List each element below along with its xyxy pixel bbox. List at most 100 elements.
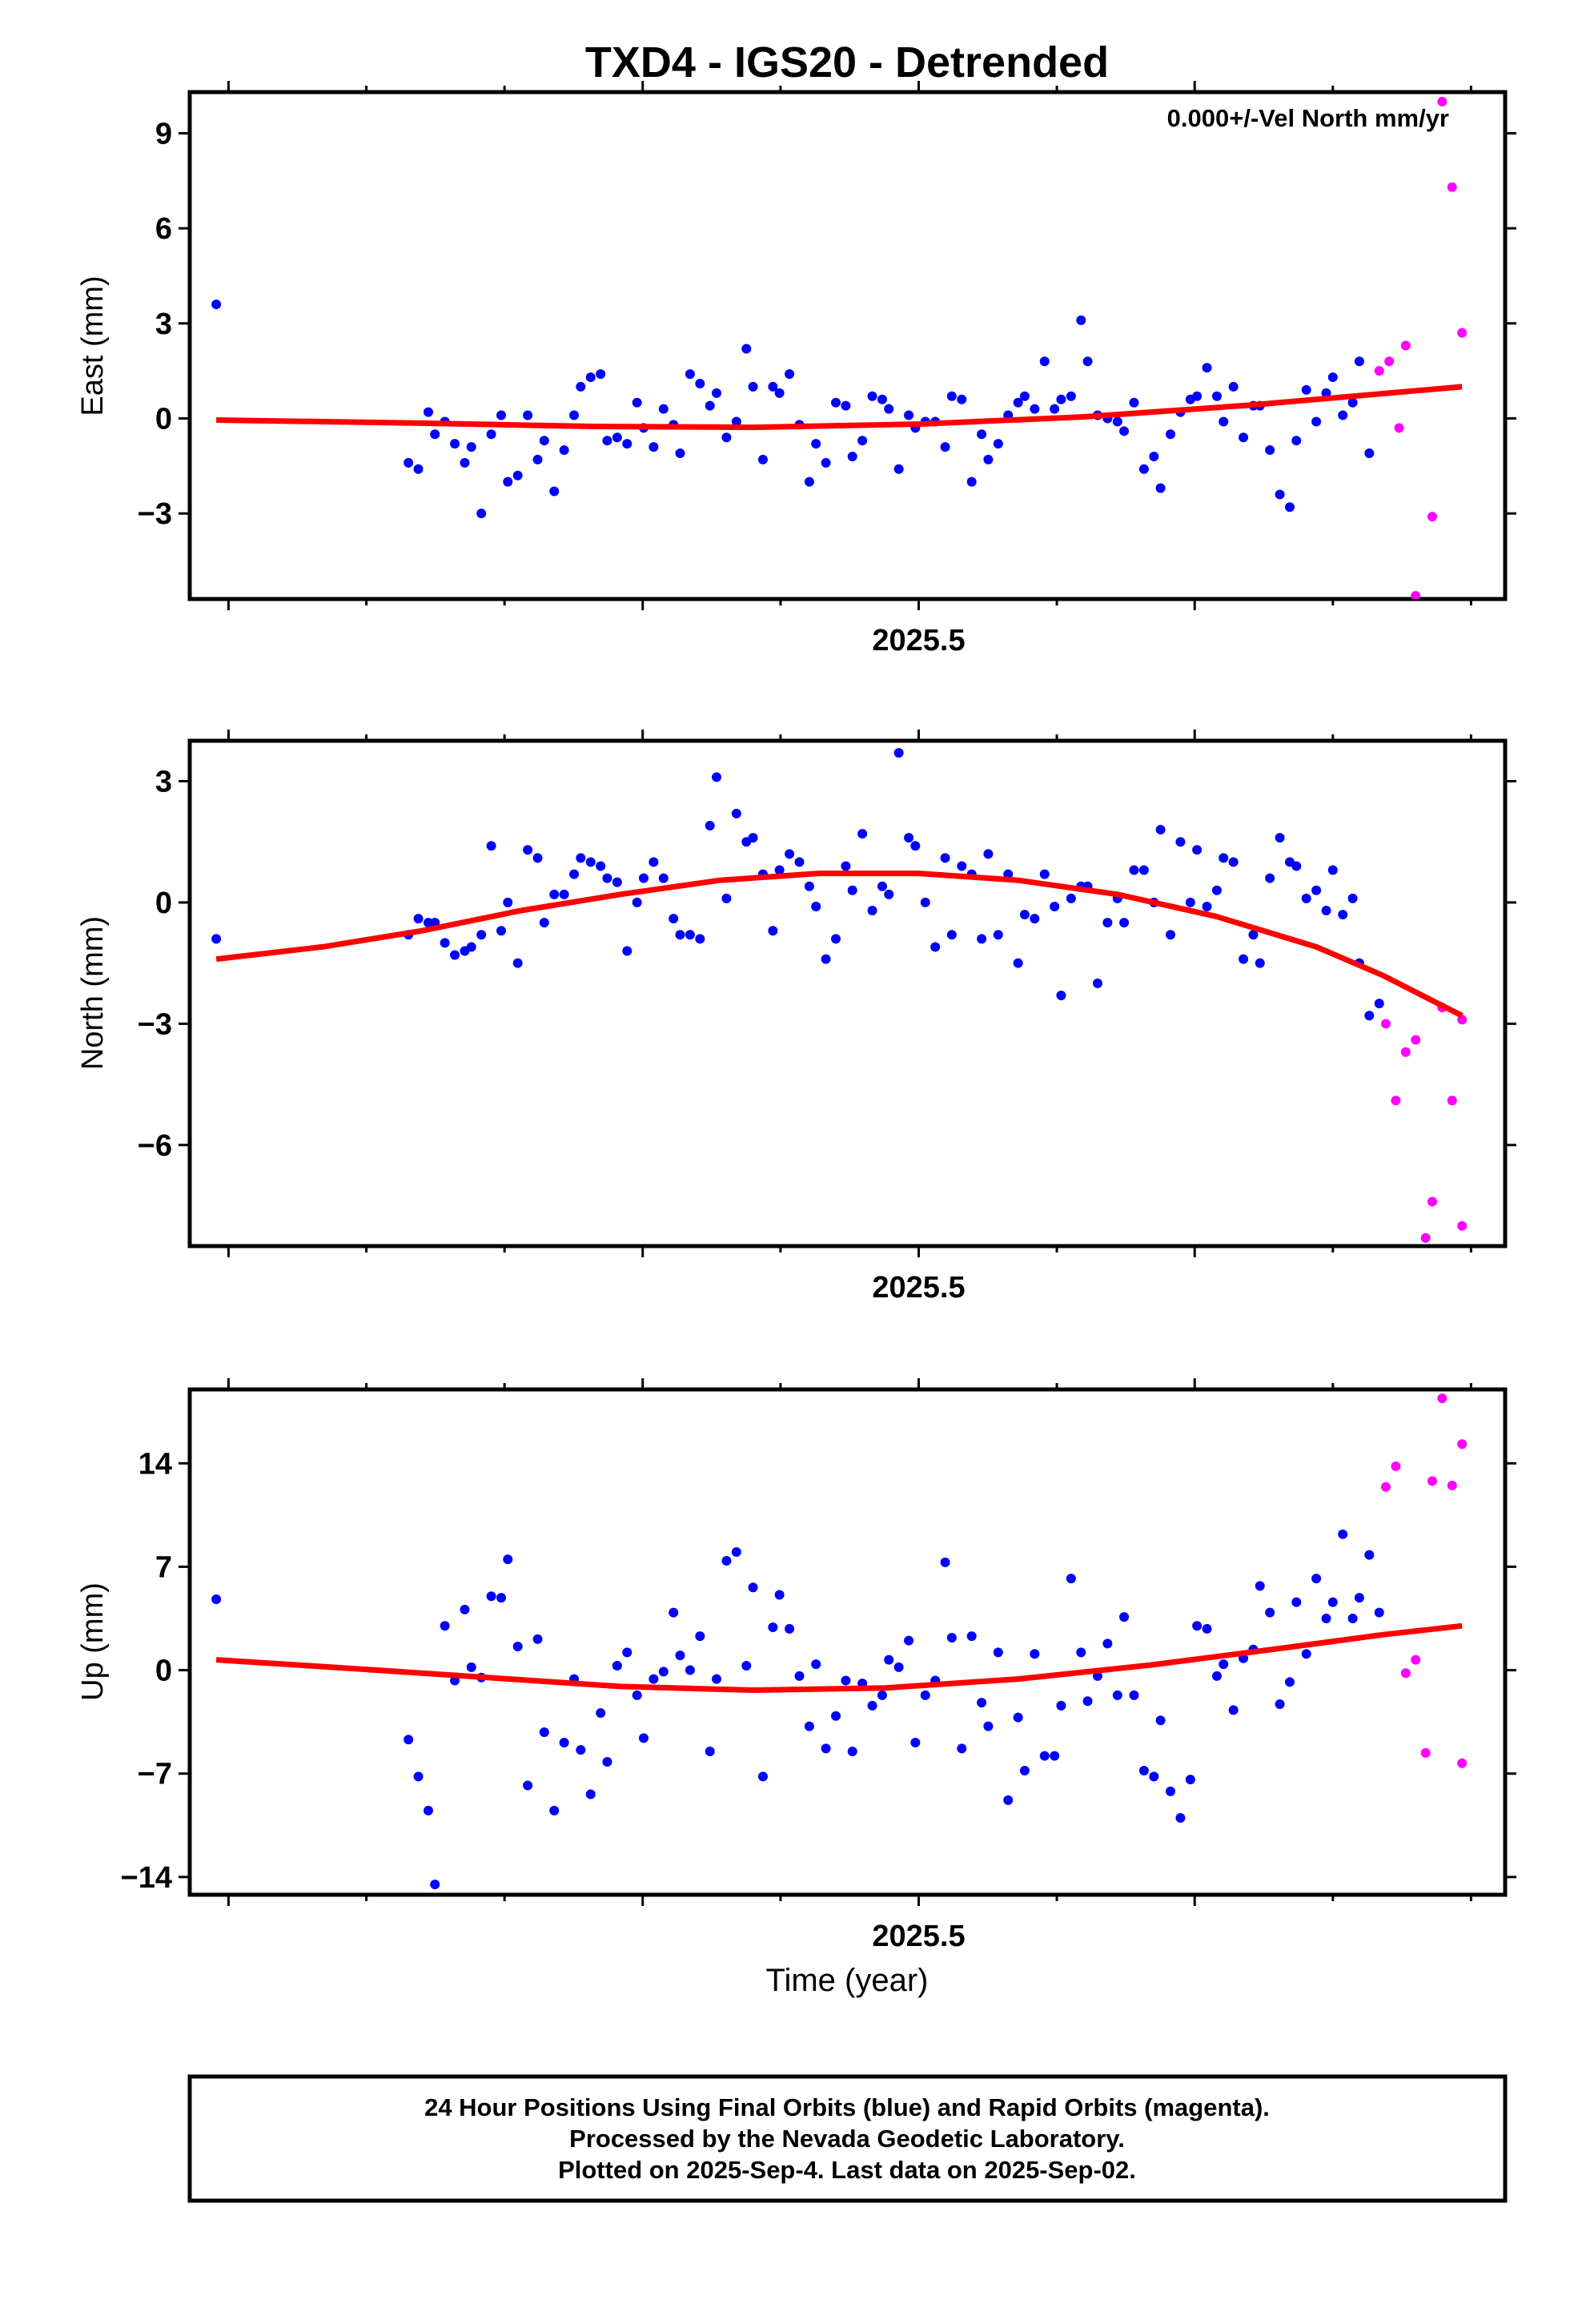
final-orbit-point — [940, 853, 950, 863]
final-orbit-point — [658, 873, 669, 883]
final-orbit-point — [957, 861, 967, 871]
final-orbit-point — [705, 1747, 715, 1757]
final-orbit-point — [569, 410, 580, 420]
final-orbit-point — [596, 1708, 606, 1719]
y-tick-label: 0 — [155, 1655, 172, 1688]
rapid-orbit-point — [1391, 1096, 1401, 1106]
final-orbit-point — [811, 439, 821, 449]
final-orbit-point — [211, 300, 222, 310]
final-orbit-point — [1347, 397, 1358, 408]
final-orbit-point — [1248, 930, 1259, 940]
final-orbit-point — [1166, 429, 1176, 440]
final-orbit-point — [841, 400, 851, 411]
final-orbit-point — [669, 914, 679, 924]
final-orbit-point — [712, 772, 722, 782]
y-tick-label: 3 — [155, 308, 172, 341]
final-orbit-point — [794, 857, 805, 867]
final-orbit-point — [569, 869, 580, 879]
final-orbit-point — [731, 416, 741, 427]
final-orbit-point — [768, 926, 778, 936]
final-orbit-point — [940, 442, 950, 452]
final-orbit-point — [983, 1721, 994, 1731]
final-orbit-point — [612, 1661, 622, 1671]
y-tick-label: −3 — [138, 497, 172, 531]
final-orbit-point — [1255, 1581, 1265, 1591]
final-orbit-point — [1050, 404, 1060, 414]
x-axis-label: Time (year) — [766, 1963, 929, 1998]
final-orbit-point — [430, 1880, 440, 1890]
final-orbit-point — [1239, 432, 1249, 443]
final-orbit-point — [821, 954, 831, 964]
final-orbit-point — [539, 918, 549, 928]
final-orbit-point — [867, 906, 877, 916]
final-orbit-point — [705, 821, 715, 831]
final-orbit-point — [512, 470, 523, 480]
final-orbit-point — [721, 1556, 732, 1566]
final-orbit-point — [476, 930, 487, 940]
rapid-orbit-point — [1447, 1096, 1457, 1106]
final-orbit-point — [476, 509, 487, 519]
final-orbit-point — [1013, 397, 1023, 408]
final-orbit-point — [1129, 1690, 1139, 1700]
final-orbit-point — [721, 893, 732, 903]
final-orbit-point — [1311, 885, 1322, 895]
final-orbit-point — [1149, 1771, 1159, 1782]
final-orbit-point — [768, 1622, 778, 1633]
final-orbit-point — [466, 1662, 476, 1672]
rapid-orbit-point — [1447, 182, 1457, 192]
final-orbit-point — [804, 1721, 814, 1731]
rapid-orbit-point — [1381, 1019, 1391, 1029]
final-orbit-point — [1192, 845, 1203, 855]
final-orbit-point — [920, 897, 930, 907]
final-orbit-point — [1119, 918, 1130, 928]
final-orbit-point — [675, 448, 685, 459]
final-orbit-point — [1364, 1550, 1375, 1560]
final-orbit-point — [576, 381, 586, 392]
final-orbit-point — [1030, 1649, 1040, 1659]
final-orbit-point — [893, 1662, 904, 1672]
final-orbit-point — [884, 1655, 894, 1665]
final-orbit-point — [1112, 1690, 1122, 1700]
rapid-orbit-point — [1400, 1668, 1411, 1679]
y-tick-label: 3 — [155, 765, 172, 798]
final-orbit-point — [638, 873, 648, 883]
final-orbit-point — [532, 853, 543, 863]
rapid-orbit-point — [1420, 1747, 1431, 1758]
final-orbit-point — [930, 942, 941, 952]
final-orbit-point — [847, 1747, 857, 1757]
final-orbit-point — [983, 454, 994, 464]
final-orbit-point — [1066, 893, 1076, 903]
final-orbit-point — [977, 429, 987, 440]
final-orbit-point — [211, 1594, 222, 1604]
final-orbit-point — [1301, 384, 1311, 395]
final-orbit-point — [1056, 991, 1066, 1001]
final-orbit-point — [794, 1671, 805, 1681]
final-orbit-point — [1138, 464, 1149, 474]
rapid-orbit-point — [1457, 1220, 1468, 1231]
final-orbit-point — [486, 429, 496, 440]
final-orbit-point — [1374, 1607, 1384, 1618]
final-orbit-point — [748, 833, 758, 843]
final-orbit-point — [695, 1631, 705, 1642]
final-orbit-point — [496, 926, 507, 936]
final-orbit-point — [877, 1690, 887, 1700]
final-orbit-point — [867, 391, 877, 401]
rapid-orbit-point — [1427, 512, 1437, 522]
final-orbit-point — [1301, 893, 1311, 903]
final-orbit-point — [774, 388, 785, 398]
final-orbit-point — [532, 1634, 543, 1644]
footer-box: 24 Hour Positions Using Final Orbits (bl… — [187, 2074, 1508, 2203]
final-orbit-point — [821, 457, 831, 468]
final-orbit-point — [841, 1675, 851, 1686]
final-orbit-point — [884, 889, 894, 899]
final-orbit-point — [512, 958, 523, 968]
final-orbit-point — [877, 394, 887, 404]
final-orbit-point — [768, 381, 778, 392]
y-axis-label: North (mm) — [76, 916, 110, 1070]
final-orbit-point — [748, 381, 758, 392]
final-orbit-point — [1155, 483, 1166, 493]
final-orbit-point — [1192, 391, 1203, 401]
final-orbit-point — [1129, 865, 1139, 875]
final-orbit-point — [1219, 1659, 1229, 1670]
